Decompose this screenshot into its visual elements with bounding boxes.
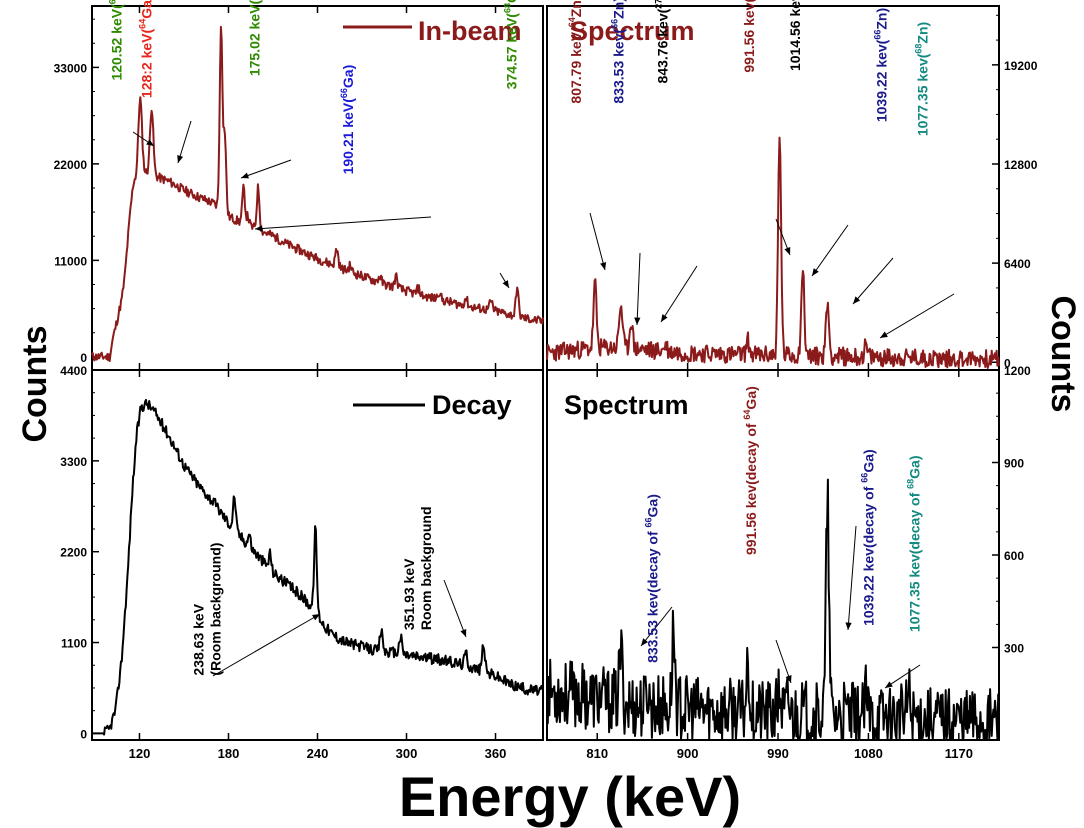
annotation-arrowhead (460, 629, 467, 637)
plot-frame (91, 5, 544, 371)
y-tick-label: 19200 (1004, 59, 1038, 73)
peak-annotation: 351.93 keV (401, 558, 417, 630)
annotation-arrowhead (634, 317, 641, 325)
y-tick-label: 22000 (54, 158, 88, 172)
y-tick-label: 0 (80, 351, 87, 365)
y-tick-label: 33000 (54, 61, 88, 75)
x-tick-label: 810 (586, 746, 608, 761)
spectrum-line (91, 25, 544, 362)
panel-decay_low: 0 1100 2200 3300 4400 120 180 240 300 360 Decay 238… (60, 364, 544, 761)
peak-annotation: 833.53 kev(decay of 66Ga) (643, 494, 660, 663)
y-tick-label: 6400 (1004, 257, 1031, 271)
y-tick-label: 2200 (60, 546, 87, 560)
annotation-arrow (879, 293, 955, 339)
x-tick-label: 300 (396, 746, 418, 761)
peak-annotation: 374.57 keV(68Ga) (502, 0, 519, 89)
annotation-arrowhead (784, 247, 791, 255)
annotation-arrow (443, 579, 467, 638)
x-tick-label: 990 (767, 746, 789, 761)
y-tick-label: 4400 (60, 364, 87, 378)
peak-annotation: 190.21 keV(66Ga) (339, 65, 356, 175)
peak-annotation: 843.76 kev(27Al) (654, 0, 671, 83)
panel-inbeam_low: 0 11000 22000 33000 In-beam 120.52 keV(68Ga) 1… (54, 0, 544, 371)
peak-annotation: 1014.56 kev(27Al) (786, 0, 803, 71)
annotation-arrowhead (177, 155, 184, 163)
peak-annotation: 175.02 keV(68Ga) (246, 0, 263, 76)
peak-annotation: (Room background) (207, 543, 223, 676)
peak-annotation: 1077.35 kev(decay of 68Ga) (906, 456, 923, 633)
annotation-arrowhead (312, 614, 320, 621)
spectrum-line (91, 398, 544, 736)
legend-label: Spectrum (564, 390, 689, 420)
peak-annotation: 120.52 keV(68Ga) (108, 0, 125, 81)
x-tick-label: 1170 (945, 746, 973, 761)
annotation-arrow (775, 639, 792, 684)
annotation-arrowhead (600, 262, 607, 270)
peak-annotation: 991.56 kev(decay of 64Ga) (742, 386, 759, 555)
legend-label: In-beam (418, 16, 522, 46)
annotation-arrow (636, 252, 641, 326)
annotation-arrowhead (853, 296, 861, 304)
spectrum-line (546, 478, 1000, 740)
peak-annotation: 807.79 keV(64Zn) (567, 0, 584, 104)
peak-annotation: Room background (418, 506, 434, 630)
spectrum-line (546, 136, 1000, 369)
x-tick-label: 360 (485, 746, 507, 761)
y-tick-label: 0 (80, 727, 87, 741)
annotation-arrowhead (785, 675, 792, 683)
annotation-arrow (660, 265, 698, 323)
y-tick-label: 900 (1004, 457, 1024, 471)
x-tick-label: 120 (129, 746, 151, 761)
peak-annotation: 128:2 keV(64Ga) (137, 0, 154, 98)
annotation-arrow (811, 224, 849, 277)
legend-label: Decay (432, 390, 512, 420)
y-tick-label: 600 (1004, 549, 1024, 563)
annotation-arrowhead (885, 681, 893, 688)
y-tick-label: 0 (1004, 356, 1011, 370)
annotation-arrowhead (661, 314, 668, 322)
annotation-arrow (852, 257, 894, 305)
annotation-arrowhead (812, 268, 819, 276)
x-axis-title: Energy (keV) (399, 765, 741, 828)
annotation-arrowhead (641, 638, 649, 646)
y-tick-label: 11000 (54, 254, 87, 268)
annotation-arrow (640, 606, 673, 647)
x-tick-label: 240 (307, 746, 329, 761)
y-tick-label: 3300 (60, 455, 87, 469)
y-tick-label: 1100 (61, 637, 87, 651)
y-axis-title-right: Counts (1044, 295, 1082, 412)
annotation-arrowhead (845, 622, 852, 630)
peak-annotation: 238.63 keV (190, 603, 206, 675)
legend-label: Spectrum (570, 16, 695, 46)
y-tick-label: 300 (1004, 642, 1024, 656)
y-axis-title-left: Counts (16, 325, 54, 442)
peak-annotation: 1039.22 kev(66Zn) (873, 8, 890, 122)
annotation-arrow (212, 613, 321, 677)
annotation-arrow (240, 159, 292, 179)
peak-annotation: 1039.22 kev(decay of 66Ga) (859, 449, 876, 626)
peak-annotation: 833.53 kev(66Zn) (609, 0, 626, 104)
y-tick-label: 1200 (1004, 364, 1031, 378)
panel-decay_high: 300 600 900 1200 810 900 990 1080 1170 Spectrum 83… (546, 364, 1031, 761)
annotation-arrow (847, 525, 857, 631)
annotation-arrowhead (880, 331, 888, 338)
annotation-arrowhead (241, 172, 249, 179)
annotation-arrow (254, 216, 432, 230)
peak-annotation: 991.56 kev(64Zn) (740, 0, 757, 73)
peak-annotation: 1077.35 kev(68Zn) (914, 22, 931, 136)
annotation-arrowhead (502, 280, 509, 288)
annotation-arrowhead (255, 225, 263, 232)
x-tick-label: 180 (218, 746, 240, 761)
annotation-arrowhead (146, 139, 154, 146)
x-tick-label: 900 (677, 746, 699, 761)
annotation-arrow (589, 212, 606, 271)
y-tick-label: 12800 (1004, 158, 1038, 172)
x-tick-label: 1080 (854, 746, 883, 761)
